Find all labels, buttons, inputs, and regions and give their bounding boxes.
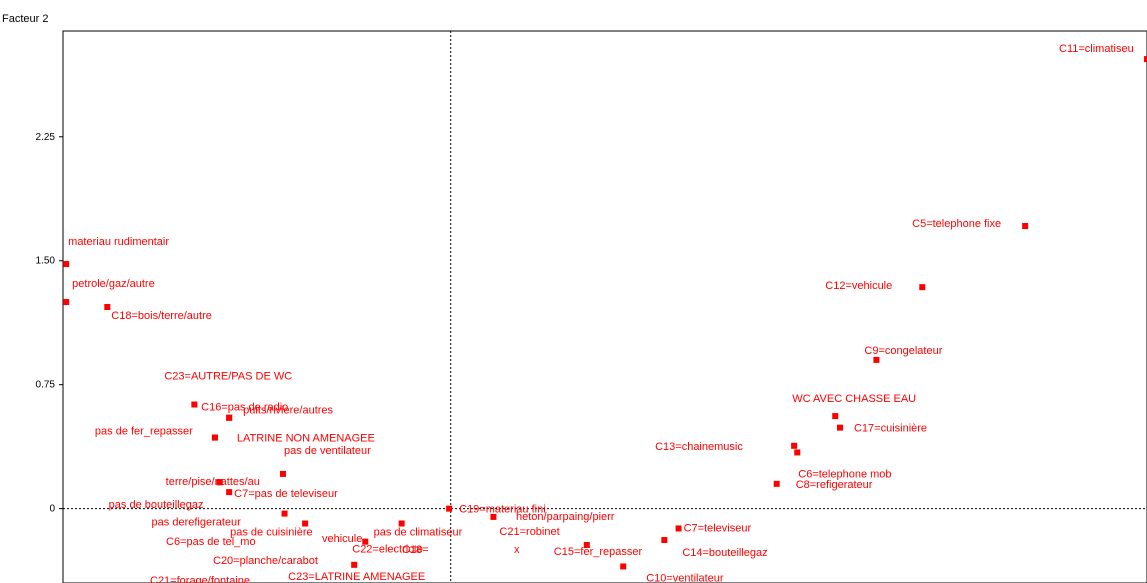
overlapping-label: C6=pas de tel_mo — [166, 536, 256, 548]
data-point — [836, 424, 843, 431]
reference-lines — [63, 31, 1147, 583]
data-point — [281, 510, 288, 517]
point-label: C9=congelateur — [864, 345, 942, 357]
overlapping-label: C18= — [402, 544, 429, 556]
point-label: puits/riviere/autres — [243, 405, 333, 417]
y-tick-label: 1.50 — [36, 256, 56, 267]
plot-frame — [62, 30, 1147, 583]
point-label: C23=LATRINE AMENAGEE — [288, 571, 425, 583]
data-point — [226, 414, 233, 421]
point-label: C6=telephone mob — [798, 468, 891, 480]
point-label: pas derefigerateur — [152, 517, 242, 529]
data-point — [620, 563, 627, 570]
data-point — [351, 561, 358, 568]
point-label: C11=climatiseu — [1059, 43, 1134, 55]
data-point — [216, 479, 223, 486]
data-point — [661, 537, 668, 544]
data-point — [791, 442, 798, 449]
point-label: C12=vehicule — [825, 280, 892, 292]
point-label: C18=bois/terre/autre — [111, 310, 212, 322]
data-point — [104, 304, 111, 310]
data-point — [583, 541, 590, 548]
point-label: petrole/gaz/autre — [72, 278, 155, 290]
data-point — [919, 284, 926, 291]
point-label: pas de ventilateur — [284, 445, 371, 457]
data-point — [191, 401, 198, 408]
y-tick-label: 2.25 — [36, 132, 56, 143]
data-point — [794, 449, 801, 456]
data-point — [1144, 56, 1147, 63]
y-tick-label: 0 — [49, 504, 55, 515]
overlapping-label: C20=planche/carabot — [213, 555, 318, 567]
point-label: C19=materiau fini — [459, 504, 546, 516]
data-point — [63, 261, 70, 268]
point-label: C22=electricte — [352, 544, 423, 556]
point-label: LATRINE NON AMENAGEE — [237, 433, 375, 445]
data-point — [211, 434, 218, 441]
data-point — [398, 520, 405, 527]
point-label: pas de climatiseur — [374, 527, 463, 539]
point-label: C13=chainemusic — [655, 441, 743, 453]
overlapping-label: C21=forage/fontaine — [150, 575, 250, 583]
overlapping-label: heton/parpaing/pierr — [516, 511, 615, 523]
point-label: materiau rudimentair — [68, 236, 169, 248]
point-label: C23=AUTRE/PAS DE WC — [164, 371, 292, 383]
data-point — [446, 505, 453, 512]
data-point — [362, 538, 369, 545]
data-point — [302, 520, 309, 527]
y-axis-title: Facteur 2 — [2, 13, 48, 25]
point-label: C8=refigerateur — [796, 479, 873, 491]
y-axis-ticks: 0 0.75 1.50 2.25 — [36, 132, 63, 515]
data-point — [773, 480, 780, 487]
point-label: C10=ventilateur — [646, 572, 724, 583]
point-label: C14=bouteillegaz — [682, 547, 767, 559]
point-label: C21=robinet — [499, 526, 559, 538]
data-points — [63, 56, 1147, 570]
point-label: C7=televiseur — [684, 522, 752, 534]
data-point — [832, 413, 839, 420]
overlapping-label: x — [514, 544, 520, 556]
point-label: pas de cuisinière — [230, 527, 313, 539]
point-label: C17=cuisinière — [854, 423, 927, 435]
point-label: C5=telephone fixe — [912, 218, 1001, 230]
point-label: pas de fer_repasser — [95, 426, 193, 438]
y-tick-label: 0.75 — [36, 380, 56, 391]
data-point — [279, 470, 286, 477]
point-label: C15=fer_repasser — [554, 546, 643, 558]
point-label: C16=pas de radio — [201, 402, 288, 414]
point-label: pas de bouteillegaz — [109, 499, 204, 511]
data-point — [63, 299, 70, 306]
data-point — [1022, 223, 1029, 230]
point-label: WC AVEC CHASSE EAU — [792, 393, 916, 405]
point-label: C7=pas de televiseur — [234, 488, 338, 500]
data-point — [675, 525, 682, 532]
point-label: terre/pise/nattes/au — [166, 476, 260, 488]
point-labels: C11=climatiseu C5=telephone fixe C12=vehic… — [68, 43, 1134, 583]
data-point — [226, 489, 233, 496]
data-point — [873, 356, 880, 363]
overlapping-label: vehicule — [322, 533, 362, 545]
data-point — [490, 513, 497, 520]
